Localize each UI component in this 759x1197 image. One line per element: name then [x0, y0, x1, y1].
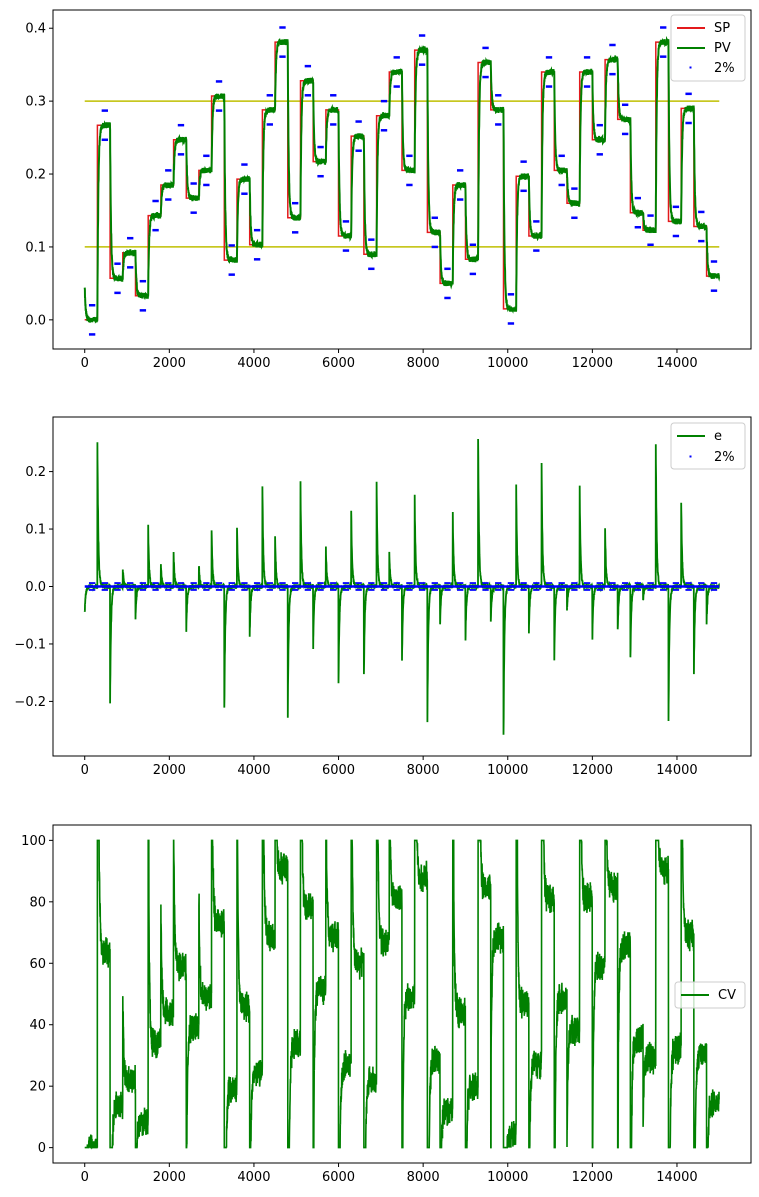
cv-ticks: 0 2000 4000 6000 8000 10000 12000 14000 0 20 40 60 8… [21, 834, 697, 1185]
x-tick-label: 2000 [153, 763, 186, 778]
sp-pv-ticks: 0 2000 4000 6000 8000 10000 12000 14000 0.0 0.1 0.… [25, 22, 697, 371]
x-tick-label: 8000 [407, 1170, 440, 1185]
cv-axes-frame [52, 824, 752, 1164]
y-tick-label: 0.2 [25, 465, 46, 480]
error-plot-area [83, 438, 720, 735]
x-tick-label: 12000 [572, 1170, 613, 1185]
y-tick-label: 40 [29, 1018, 46, 1033]
cv-panel: 0 2000 4000 6000 8000 10000 12000 14000 0 20 40 60 8… [21, 824, 752, 1185]
sp-pv-panel: 0 2000 4000 6000 8000 10000 12000 14000 0.0 0.1 0.… [25, 9, 752, 371]
error-ticks: 0 2000 4000 6000 8000 10000 12000 14000 −0.2 −0.1… [14, 465, 697, 778]
legend-2pct-label-e: 2% [714, 450, 735, 465]
legend-pv-label: PV [714, 41, 731, 56]
x-tick-label: 12000 [572, 763, 613, 778]
legend-2pct-label: 2% [714, 61, 735, 76]
y-tick-label: 0.0 [25, 313, 46, 328]
y-tick-label: 0.1 [25, 523, 46, 538]
x-tick-label: 0 [81, 1170, 89, 1185]
cv-legend: CV [674, 981, 746, 1009]
legend-cv-label: CV [718, 988, 736, 1003]
y-tick-label: −0.1 [14, 637, 46, 652]
cv-plot-area [84, 839, 720, 1150]
x-tick-label: 14000 [656, 763, 697, 778]
y-tick-label: 0.2 [25, 168, 46, 183]
x-tick-label: 0 [81, 763, 89, 778]
x-tick-label: 6000 [322, 763, 355, 778]
x-tick-label: 6000 [322, 1170, 355, 1185]
x-tick-label: 10000 [487, 1170, 528, 1185]
x-tick-label: 8000 [407, 763, 440, 778]
sp-pv-legend: SP PV 2% [670, 14, 746, 82]
x-tick-label: 10000 [487, 763, 528, 778]
pv-series [83, 35, 721, 324]
y-tick-label: 0.0 [25, 580, 46, 595]
legend-sp-label: SP [714, 21, 730, 36]
x-tick-label: 14000 [656, 356, 697, 371]
x-tick-label: 2000 [153, 1170, 186, 1185]
x-tick-label: 8000 [407, 356, 440, 371]
x-tick-label: 0 [81, 356, 89, 371]
y-tick-label: 0 [38, 1141, 46, 1156]
legend-2pct-swatch-e [689, 455, 692, 458]
cv-series [84, 839, 720, 1150]
y-tick-label: 20 [29, 1080, 46, 1095]
error-legend: e 2% [670, 422, 746, 470]
x-tick-label: 4000 [237, 1170, 270, 1185]
y-tick-label: 60 [29, 957, 46, 972]
x-tick-label: 4000 [237, 763, 270, 778]
x-tick-label: 14000 [656, 1170, 697, 1185]
y-tick-label: 100 [21, 834, 46, 849]
sp-pv-axes-frame [52, 9, 752, 350]
x-tick-label: 10000 [487, 356, 528, 371]
y-tick-label: −0.2 [14, 695, 46, 710]
legend-e-label: e [714, 429, 722, 444]
error-panel: 0 2000 4000 6000 8000 10000 12000 14000 −0.2 −0.1… [14, 416, 752, 778]
y-tick-label: 0.3 [25, 95, 46, 110]
y-tick-label: 0.4 [25, 22, 46, 37]
y-tick-label: 80 [29, 895, 46, 910]
x-tick-label: 2000 [153, 356, 186, 371]
legend-2pct-swatch [689, 66, 692, 69]
x-tick-label: 4000 [237, 356, 270, 371]
x-tick-label: 12000 [572, 356, 613, 371]
x-tick-label: 6000 [322, 356, 355, 371]
y-tick-label: 0.1 [25, 240, 46, 255]
sp-pv-plot-area [83, 26, 721, 336]
